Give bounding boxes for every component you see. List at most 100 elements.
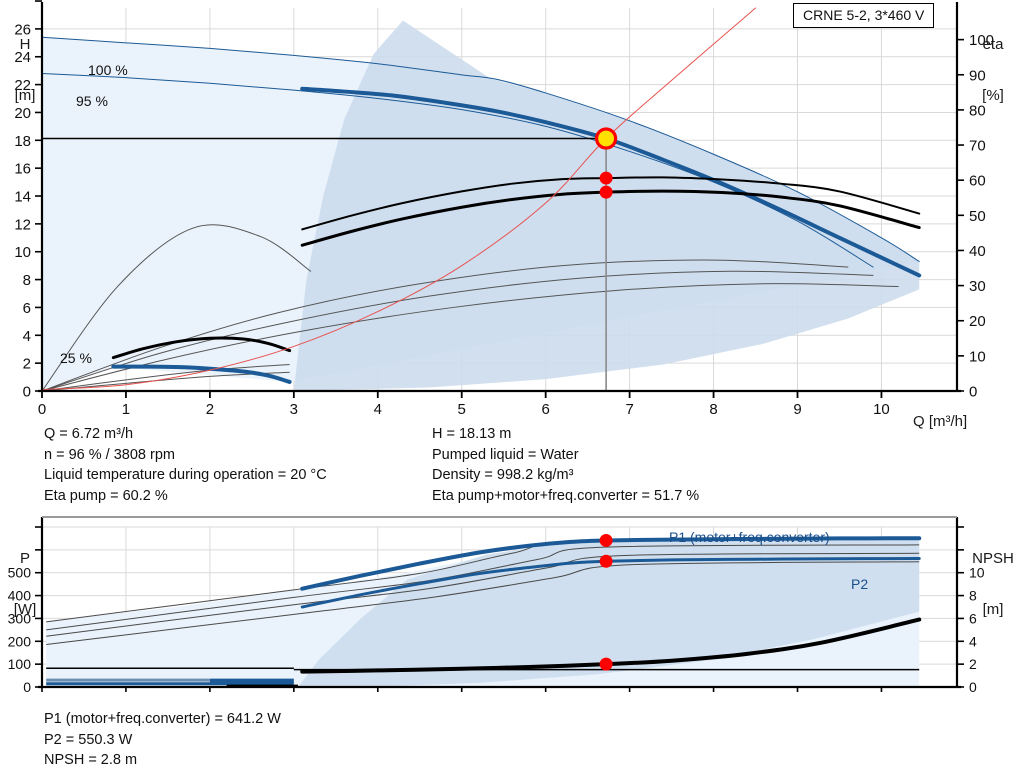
speed-family-curve xyxy=(41,270,874,392)
pump-model-title-box: CRNE 5-2, 3*460 V xyxy=(793,3,935,28)
upper-y-tick-label: 20 xyxy=(14,105,31,122)
curve-p2 xyxy=(300,557,921,609)
upper-y2-tick-label: 70 xyxy=(969,138,986,155)
power-info-line-2: NPSH = 2.8 m xyxy=(44,752,138,768)
power-info-line-1: P2 = 550.3 W xyxy=(44,731,133,748)
duty-info-left-line-0: Q = 6.72 m³/h xyxy=(44,426,134,442)
upper-y-tick-label: 16 xyxy=(14,161,31,178)
upper-y-tick-label: 24 xyxy=(14,49,31,66)
upper-y-tick-label: 8 xyxy=(23,272,31,289)
curve-h-curve-100 xyxy=(41,36,920,262)
upper-x-tick-label: 3 xyxy=(290,401,298,415)
power-envelope-band xyxy=(298,537,920,687)
duty-info-left-line-1: n = 96 % / 3808 rpm xyxy=(44,446,175,463)
speed-family-curve-low xyxy=(41,364,290,392)
upper-x-axis-title: Q [m³/h] xyxy=(888,396,978,447)
upper-x-tick-label: 8 xyxy=(709,401,717,415)
power-family-curve xyxy=(46,561,920,645)
upper-y-axis-title-line1: H xyxy=(19,36,31,53)
upper-y-axis-title: H [m] xyxy=(8,2,42,138)
duty-info-right-line-1: Pumped liquid = Water xyxy=(432,446,579,463)
upper-y-tick-label: 4 xyxy=(23,328,31,345)
power-npsh-plot: 0 100 200 300 400 500 0 2 4 6 8 10 xyxy=(8,516,985,695)
legend-label-p2: P2 xyxy=(851,576,869,592)
lower-y2-axis-title: NPSH [m] xyxy=(962,516,1024,652)
upper-y-tick-label: 10 xyxy=(14,244,31,261)
lower-y-tick-label: 200 xyxy=(8,633,32,649)
upper-x-tick-label: 0 xyxy=(38,401,46,415)
lower-y-tick-label: 0 xyxy=(23,679,31,695)
duty-info-left-line-3: Eta pump = 60.2 % xyxy=(44,487,168,504)
lower-y2-axis-title-line1: NPSH xyxy=(972,550,1014,567)
upper-y-tick-label: 22 xyxy=(14,77,31,94)
lower-y2-tick-label: 8 xyxy=(969,588,977,604)
pump-model-label: CRNE 5-2, 3*460 V xyxy=(803,7,925,23)
upper-y-tick-label: 6 xyxy=(23,300,31,317)
upper-y-tick-label: 2 xyxy=(23,356,31,373)
upper-y2-tick-label: 20 xyxy=(969,313,986,330)
duty-info-left-line-2: Liquid temperature during operation = 20… xyxy=(44,467,327,483)
upper-y2-tick-label: 100 xyxy=(969,32,994,49)
duty-info-right: H = 18.13 m Pumped liquid = Water Density … xyxy=(432,424,699,506)
lower-y2-axis-title-line2: [m] xyxy=(982,601,1004,618)
upper-y2-tick-label: 10 xyxy=(969,348,986,365)
curve-eta-pump-pump-efficiency xyxy=(300,189,921,247)
upper-x-tick-label: 10 xyxy=(873,401,890,415)
upper-y2-axis-title: eta [%] xyxy=(968,2,1018,138)
upper-y2-tick-label: 50 xyxy=(969,208,986,225)
upper-y2-tick-label: 40 xyxy=(969,243,986,260)
curve-system-installation-curve xyxy=(41,7,757,391)
efficiency-duty-marker xyxy=(599,171,613,185)
duty-point-marker[interactable] xyxy=(595,127,618,150)
lower-y-axis-title: P [W] xyxy=(8,516,42,652)
upper-y-tick-label: 18 xyxy=(14,133,31,150)
speed-label-25: 25 % xyxy=(60,350,92,366)
lower-y-axis-title-line1: P xyxy=(19,550,30,567)
lower-chart-group: 0 100 200 300 400 500 0 2 4 6 8 10 xyxy=(8,516,985,695)
curve-eta-pump-motor-freq-converter xyxy=(301,176,921,231)
power-npsh-chart: 0 100 200 300 400 500 0 2 4 6 8 10 P [W] NPSH [m] P… xyxy=(0,515,1024,700)
power-info-line-0: P1 (motor+freq.converter) = 641.2 W xyxy=(44,711,281,727)
speed-label-95: 95 % xyxy=(76,93,108,109)
lower-y2-tick-label: 6 xyxy=(969,610,977,626)
duty-info-right-line-0: H = 18.13 m xyxy=(432,426,512,442)
head-efficiency-chart: 0 2 4 6 8 10 12 14 16 18 20 22 24 26 0 10 20 30 40 50 60 70 80… xyxy=(8,0,1018,430)
npsh-duty-marker xyxy=(599,657,613,671)
curve-h-curve-96-selected-speed xyxy=(300,86,922,278)
lower-y-axis-title-line2: [W] xyxy=(13,601,37,618)
curve-p1-motor-freq-converter xyxy=(300,536,922,591)
upper-y2-axis-title-line1: eta xyxy=(982,36,1004,53)
upper-x-tick-label: 1 xyxy=(122,401,130,415)
lower-y2-tick-label: 0 xyxy=(969,679,977,695)
p1-duty-marker xyxy=(599,533,613,547)
upper-x-tick-label: 2 xyxy=(206,401,214,415)
upper-y2-tick-label: 60 xyxy=(969,173,986,190)
power-family-curve xyxy=(46,552,920,637)
lower-y-tick-label: 400 xyxy=(8,588,32,604)
curve-eta-curve-25 xyxy=(111,336,292,360)
upper-y2-tick-label: 90 xyxy=(969,67,986,84)
lower-y-tick-label: 100 xyxy=(8,656,32,672)
upper-x-tick-label: 9 xyxy=(793,401,801,415)
upper-y-tick-label: 0 xyxy=(23,384,31,401)
upper-y2-tick-label: 0 xyxy=(969,384,977,401)
upper-y-tick-label: 26 xyxy=(14,21,31,38)
upper-x-tick-label: 4 xyxy=(374,401,382,415)
power-family-curve xyxy=(46,544,920,631)
speed-label-100: 100 % xyxy=(88,62,128,78)
upper-x-tick-label: 7 xyxy=(625,401,633,415)
upper-y-axis-title-line2: [m] xyxy=(14,87,36,104)
upper-y-tick-label: 12 xyxy=(14,216,31,233)
speed-family-curve xyxy=(41,224,312,392)
lower-y-tick-label: 500 xyxy=(8,565,32,581)
lower-y-tick-label: 300 xyxy=(8,610,32,626)
speed-family-curve xyxy=(41,283,899,392)
upper-y2-tick-label: 80 xyxy=(969,102,986,119)
legend-label-p1: P1 (motor+freq.converter) xyxy=(669,529,830,545)
duty-info-left: Q = 6.72 m³/h n = 96 % / 3808 rpm Liquid t… xyxy=(44,424,327,506)
duty-info-right-line-2: Density = 998.2 kg/m³ xyxy=(432,467,574,483)
power-info-block: P1 (motor+freq.converter) = 641.2 W P2 = … xyxy=(44,709,281,771)
lower-y2-tick-label: 10 xyxy=(969,565,985,581)
upper-x-tick-label: 5 xyxy=(458,401,466,415)
